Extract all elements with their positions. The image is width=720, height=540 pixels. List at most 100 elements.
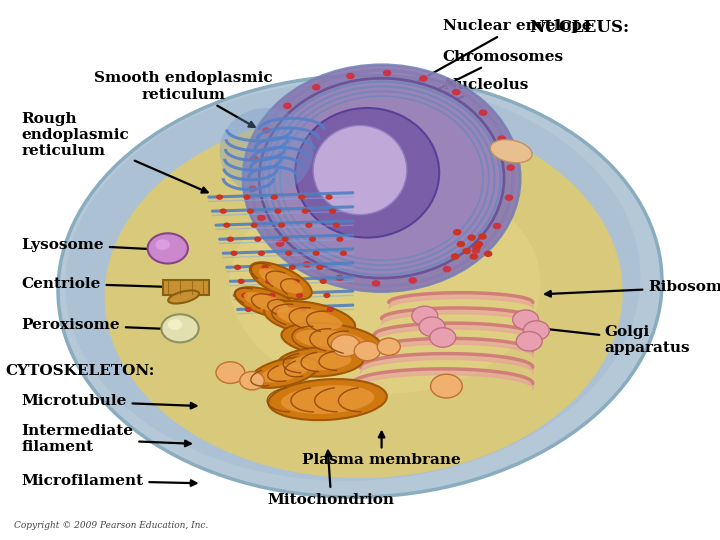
Text: Chromosomes: Chromosomes: [372, 50, 564, 122]
Circle shape: [419, 75, 428, 82]
Ellipse shape: [168, 291, 199, 303]
Text: Nucleolus: Nucleolus: [358, 78, 528, 149]
Text: Peroxisome: Peroxisome: [22, 318, 174, 332]
Circle shape: [467, 234, 476, 241]
Text: Lysosome: Lysosome: [22, 238, 164, 252]
Circle shape: [289, 265, 296, 270]
Ellipse shape: [66, 80, 640, 481]
Circle shape: [498, 136, 506, 142]
Circle shape: [251, 222, 258, 228]
Ellipse shape: [58, 75, 662, 497]
Circle shape: [329, 208, 336, 214]
Circle shape: [168, 319, 182, 330]
Circle shape: [462, 248, 471, 254]
Circle shape: [296, 293, 303, 298]
Circle shape: [261, 265, 269, 270]
Circle shape: [492, 223, 501, 230]
Circle shape: [227, 237, 234, 242]
Circle shape: [506, 165, 515, 171]
Circle shape: [346, 73, 355, 79]
Circle shape: [327, 307, 334, 312]
Text: Nuclear envelope: Nuclear envelope: [384, 19, 591, 100]
Circle shape: [472, 244, 481, 251]
Circle shape: [156, 239, 170, 250]
Text: Intermediate
filament: Intermediate filament: [22, 424, 191, 454]
Ellipse shape: [295, 329, 367, 351]
Text: Smooth endoplasmic
reticulum: Smooth endoplasmic reticulum: [94, 71, 273, 127]
Circle shape: [312, 251, 320, 256]
Circle shape: [274, 208, 282, 214]
Circle shape: [408, 277, 417, 284]
Circle shape: [285, 251, 292, 256]
Circle shape: [372, 280, 380, 287]
Circle shape: [469, 253, 478, 260]
Circle shape: [331, 335, 360, 356]
Ellipse shape: [244, 292, 289, 313]
Ellipse shape: [250, 262, 312, 299]
Circle shape: [478, 233, 487, 240]
Text: Mitochondrion: Mitochondrion: [268, 451, 395, 507]
Circle shape: [216, 362, 245, 383]
Ellipse shape: [313, 125, 407, 214]
Ellipse shape: [260, 363, 309, 382]
Ellipse shape: [220, 108, 313, 194]
Circle shape: [220, 208, 227, 214]
Circle shape: [312, 84, 320, 91]
Text: CYTOSKELETON:: CYTOSKELETON:: [6, 364, 155, 378]
Circle shape: [305, 222, 312, 228]
Ellipse shape: [243, 65, 521, 292]
Circle shape: [336, 275, 344, 281]
Circle shape: [431, 374, 462, 398]
Ellipse shape: [230, 173, 541, 394]
Circle shape: [272, 307, 279, 312]
Circle shape: [474, 241, 483, 247]
Circle shape: [412, 306, 438, 326]
Circle shape: [523, 321, 549, 340]
Circle shape: [479, 110, 487, 116]
Circle shape: [148, 233, 188, 264]
Ellipse shape: [259, 78, 504, 278]
Ellipse shape: [490, 140, 532, 163]
Text: Microfilament: Microfilament: [22, 474, 197, 488]
Ellipse shape: [277, 347, 364, 376]
Circle shape: [271, 194, 278, 200]
Circle shape: [354, 341, 380, 361]
Text: Copyright © 2009 Pearson Education, Inc.: Copyright © 2009 Pearson Education, Inc.: [14, 521, 209, 530]
Circle shape: [257, 214, 266, 221]
Circle shape: [282, 237, 289, 242]
Circle shape: [333, 222, 340, 228]
Ellipse shape: [104, 111, 623, 478]
Circle shape: [292, 279, 300, 284]
Circle shape: [325, 194, 333, 200]
Text: Microtubule: Microtubule: [22, 394, 197, 408]
Text: Rough
endoplasmic
reticulum: Rough endoplasmic reticulum: [22, 112, 207, 193]
Ellipse shape: [289, 353, 351, 371]
Circle shape: [241, 293, 248, 298]
Circle shape: [278, 222, 285, 228]
Circle shape: [336, 237, 343, 242]
Circle shape: [451, 253, 459, 260]
Text: Ribosomes: Ribosomes: [545, 280, 720, 296]
Circle shape: [383, 70, 392, 76]
Circle shape: [254, 237, 261, 242]
Circle shape: [223, 222, 230, 228]
Circle shape: [238, 279, 245, 284]
Circle shape: [320, 279, 327, 284]
Circle shape: [419, 317, 445, 336]
Circle shape: [513, 310, 539, 329]
Ellipse shape: [258, 268, 303, 294]
Circle shape: [430, 328, 456, 347]
Ellipse shape: [250, 357, 319, 388]
Polygon shape: [163, 280, 209, 295]
Circle shape: [276, 240, 284, 247]
Circle shape: [452, 89, 461, 96]
Circle shape: [316, 265, 323, 270]
Text: NUCLEUS:: NUCLEUS:: [529, 19, 629, 36]
Ellipse shape: [281, 385, 374, 414]
Circle shape: [443, 266, 451, 272]
Circle shape: [453, 229, 462, 235]
Circle shape: [234, 265, 241, 270]
Ellipse shape: [264, 301, 355, 336]
Ellipse shape: [269, 379, 387, 420]
Circle shape: [247, 208, 254, 214]
